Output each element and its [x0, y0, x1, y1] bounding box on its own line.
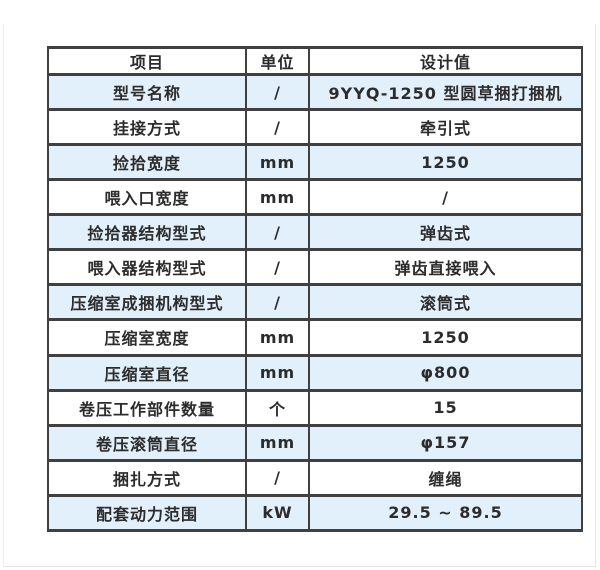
cell-item: 压缩室宽度: [47, 318, 247, 357]
cell-item: 喂入器结构型式: [47, 248, 247, 287]
cell-unit: /: [245, 283, 310, 322]
cell-value: 15: [308, 388, 583, 427]
table-header-row: 项目 单位 设计值: [47, 46, 583, 76]
cell-item: 压缩室直径: [47, 353, 247, 392]
table-row: 型号名称 / 9YYQ-1250 型圆草捆打捆机: [47, 72, 583, 112]
cell-value: 1250: [308, 318, 583, 357]
table-row: 卷压工作部件数量 个 15: [47, 388, 583, 427]
table-row: 捡拾器结构型式 / 弹齿式: [47, 213, 583, 252]
cell-unit: mm: [245, 353, 310, 392]
spec-table: 项目 单位 设计值 型号名称 / 9YYQ-1250 型圆草捆打捆机 挂接方式 …: [47, 46, 583, 533]
cell-item: 挂接方式: [47, 108, 247, 147]
cell-value: 滚筒式: [308, 283, 583, 322]
table-row: 喂入器结构型式 / 弹齿直接喂入: [47, 248, 583, 287]
cell-value: 牵引式: [308, 108, 583, 147]
cell-value: 9YYQ-1250 型圆草捆打捆机: [308, 72, 583, 112]
cell-unit: mm: [245, 318, 310, 357]
cell-item: 配套动力范围: [47, 493, 247, 533]
table-row: 压缩室直径 mm φ800: [47, 353, 583, 392]
table-row: 卷压滚筒直径 mm φ157: [47, 423, 583, 462]
cell-unit: mm: [245, 423, 310, 462]
cell-item: 捡拾器结构型式: [47, 213, 247, 252]
cell-unit: /: [245, 72, 310, 112]
cell-unit: /: [245, 458, 310, 497]
table-row: 捆扎方式 / 缠绳: [47, 458, 583, 497]
cell-value: φ800: [308, 353, 583, 392]
cell-unit: /: [245, 213, 310, 252]
cell-unit: /: [245, 248, 310, 287]
cell-item: 型号名称: [47, 72, 247, 112]
table-row: 捡拾宽度 mm 1250: [47, 143, 583, 182]
column-header-item: 项目: [47, 46, 247, 76]
cell-value: 1250: [308, 143, 583, 182]
cell-item: 捡拾宽度: [47, 143, 247, 182]
cell-value: 缠绳: [308, 458, 583, 497]
cell-unit: /: [245, 108, 310, 147]
table-row: 挂接方式 / 牵引式: [47, 108, 583, 147]
table-row: 配套动力范围 kW 29.5 ~ 89.5: [47, 493, 583, 533]
cell-unit: 个: [245, 388, 310, 427]
cell-item: 喂入口宽度: [47, 178, 247, 217]
cell-unit: mm: [245, 143, 310, 182]
cell-item: 卷压滚筒直径: [47, 423, 247, 462]
cell-item: 压缩室成捆机构型式: [47, 283, 247, 322]
cell-value: 弹齿式: [308, 213, 583, 252]
cell-value: 弹齿直接喂入: [308, 248, 583, 287]
cell-value: 29.5 ~ 89.5: [308, 493, 583, 533]
table-row: 压缩室宽度 mm 1250: [47, 318, 583, 357]
table-row: 喂入口宽度 mm /: [47, 178, 583, 217]
cell-unit: mm: [245, 178, 310, 217]
cell-unit: kW: [245, 493, 310, 533]
cell-item: 捆扎方式: [47, 458, 247, 497]
table-row: 压缩室成捆机构型式 / 滚筒式: [47, 283, 583, 322]
cell-value: /: [308, 178, 583, 217]
column-header-unit: 单位: [245, 46, 310, 76]
cell-item: 卷压工作部件数量: [47, 388, 247, 427]
column-header-value: 设计值: [308, 46, 583, 76]
cell-value: φ157: [308, 423, 583, 462]
